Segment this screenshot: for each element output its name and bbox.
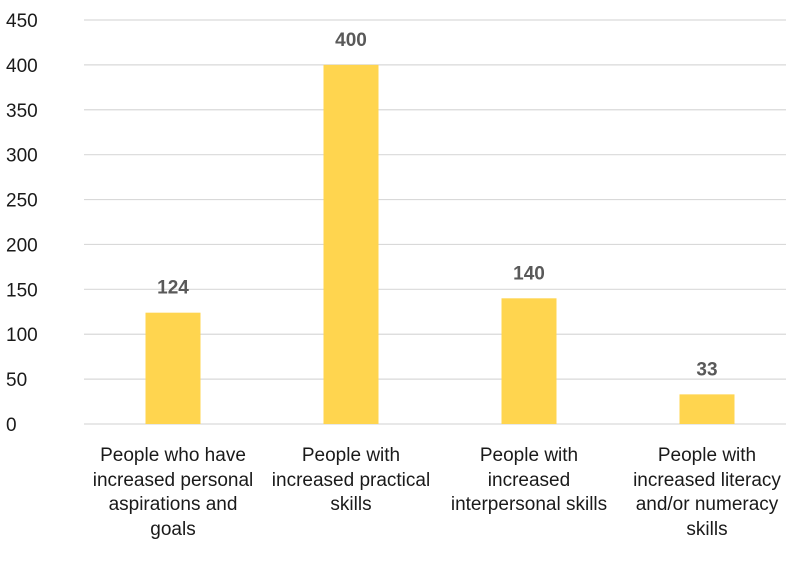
bar — [501, 298, 557, 424]
x-category-label: People with increased interpersonal skil… — [450, 445, 608, 515]
y-axis-tick-labels: 0 50 100 150 200 250 300 350 400 450 — [6, 11, 38, 436]
y-tick-label: 350 — [6, 101, 38, 122]
bar — [323, 64, 379, 424]
data-label: 400 — [335, 30, 367, 51]
data-label: 124 — [157, 278, 189, 299]
bars — [145, 64, 735, 424]
bar — [679, 394, 735, 424]
y-tick-label: 200 — [6, 235, 38, 256]
gridlines — [84, 19, 786, 425]
x-category-label: People with increased literacy and/or nu… — [633, 445, 781, 540]
x-category-label: People with increased practical skills — [271, 445, 431, 515]
y-tick-label: 400 — [6, 56, 38, 77]
data-label: 140 — [513, 263, 545, 284]
y-tick-label: 0 — [6, 415, 17, 436]
y-tick-label: 300 — [6, 146, 38, 167]
x-category-label: People who have increased personal aspir… — [92, 445, 254, 540]
bar — [145, 312, 201, 424]
data-labels: 124 400 140 33 — [157, 30, 717, 380]
y-tick-label: 150 — [6, 280, 38, 301]
y-tick-label: 250 — [6, 191, 38, 212]
y-tick-label: 450 — [6, 11, 38, 32]
y-tick-label: 100 — [6, 325, 38, 346]
data-label: 33 — [696, 359, 717, 380]
y-tick-label: 50 — [6, 370, 27, 391]
